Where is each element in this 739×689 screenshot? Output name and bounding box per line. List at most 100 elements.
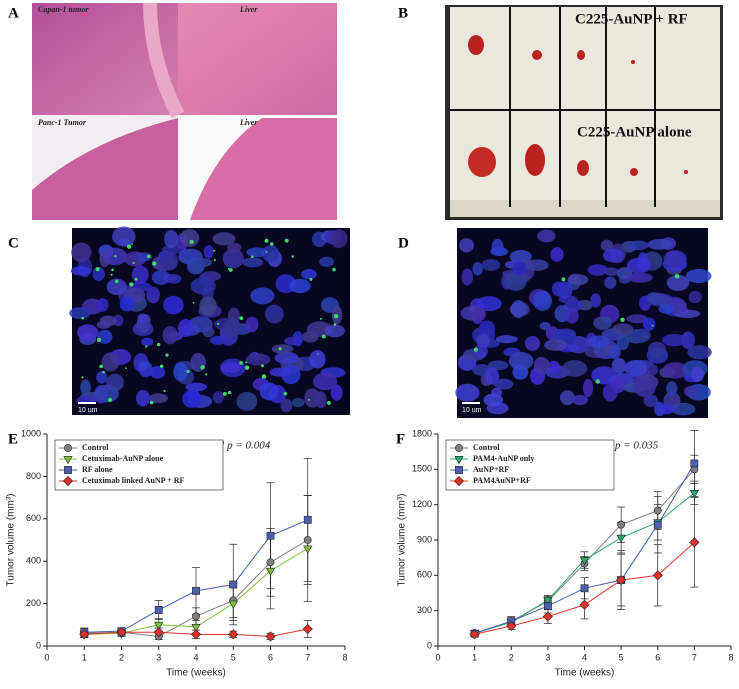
green-signal [260, 364, 264, 368]
nucleus [274, 351, 299, 365]
y-tick-label: 1200 [412, 499, 432, 509]
nucleus [94, 384, 119, 403]
nucleus [642, 317, 656, 331]
green-signal [145, 345, 148, 348]
marker [617, 520, 626, 529]
marker [228, 600, 238, 609]
nucleus [612, 323, 634, 336]
nucleus [591, 366, 617, 385]
nucleus [96, 298, 109, 312]
nucleus [177, 319, 194, 337]
green-signal [111, 268, 114, 271]
nucleus [643, 394, 659, 407]
marker [62, 475, 74, 487]
panel-label: B [398, 5, 408, 21]
y-tick-label: 600 [417, 570, 432, 580]
nucleus [461, 268, 474, 286]
green-signal [620, 317, 625, 323]
green-signal [227, 268, 230, 270]
green-signal [217, 322, 220, 325]
marker [653, 520, 662, 529]
green-signal [129, 282, 134, 287]
green-signal [333, 313, 339, 319]
green-signal [228, 390, 232, 395]
x-tick-label: 1 [82, 652, 87, 662]
nucleus [647, 238, 673, 250]
nucleus [173, 362, 188, 382]
nucleus [106, 278, 127, 296]
green-signal [251, 255, 254, 259]
marker [690, 459, 699, 468]
legend-label: PAM4-AuNP only [473, 454, 534, 463]
green-signal [333, 323, 337, 326]
x-tick-label: 5 [231, 652, 236, 662]
nucleus [162, 325, 178, 345]
nucleus [309, 350, 326, 369]
green-signal [99, 364, 103, 369]
nucleus [559, 390, 575, 406]
x-tick-label: 2 [509, 652, 514, 662]
image-label: Panc-1 Tumor [38, 118, 87, 127]
marker [302, 624, 313, 635]
x-tick-label: 3 [545, 652, 550, 662]
nucleus [472, 306, 486, 322]
panel-label: C [8, 235, 19, 251]
nucleus [550, 247, 564, 262]
panel-label: D [398, 235, 409, 251]
scale-bar-label: 10 um [462, 407, 482, 414]
marker [579, 557, 590, 566]
legend-label: Cetuximab linked AuNP + RF [82, 476, 184, 485]
nucleus [524, 335, 541, 351]
nucleus [210, 335, 227, 345]
nucleus [688, 290, 702, 304]
nucleus [633, 377, 656, 397]
nucleus [554, 328, 577, 342]
green-signal [228, 268, 233, 272]
green-signal [96, 337, 102, 342]
green-signal [205, 373, 208, 376]
green-signal [152, 261, 157, 266]
marker [579, 599, 590, 610]
marker [616, 575, 627, 586]
nucleus [138, 360, 151, 370]
green-signal [149, 400, 154, 405]
marker [455, 466, 463, 474]
histology-image [32, 2, 337, 220]
image-label: Capan-1 tumor [38, 5, 89, 14]
nucleus [687, 345, 712, 360]
panel-label: E [8, 431, 18, 447]
nucleus [137, 313, 148, 324]
nucleus [455, 383, 480, 402]
green-signal [213, 258, 216, 262]
green-signal [132, 261, 135, 265]
marker [580, 584, 589, 593]
nucleus [627, 272, 653, 283]
nucleus [685, 268, 712, 284]
marker [266, 558, 275, 567]
marker [265, 567, 276, 576]
nucleus [666, 274, 690, 291]
x-tick-label: 5 [619, 652, 624, 662]
nucleus [544, 339, 568, 351]
x-tick-label: 1 [472, 652, 477, 662]
nucleus [691, 366, 705, 383]
marker [63, 456, 73, 465]
x-tick-label: 7 [305, 652, 310, 662]
marker [228, 629, 239, 640]
green-signal [95, 267, 100, 272]
nucleus [626, 314, 648, 324]
green-signal [270, 242, 274, 246]
marker [265, 631, 276, 642]
nucleus [491, 238, 504, 254]
nucleus [319, 256, 334, 268]
green-signal [561, 277, 566, 282]
nucleus [131, 265, 149, 284]
nucleus [222, 334, 235, 347]
marker [266, 531, 275, 540]
marker [229, 580, 238, 589]
nucleus [532, 290, 553, 311]
green-signal [283, 391, 288, 396]
nucleus [533, 356, 550, 375]
x-tick-label: 8 [342, 652, 347, 662]
